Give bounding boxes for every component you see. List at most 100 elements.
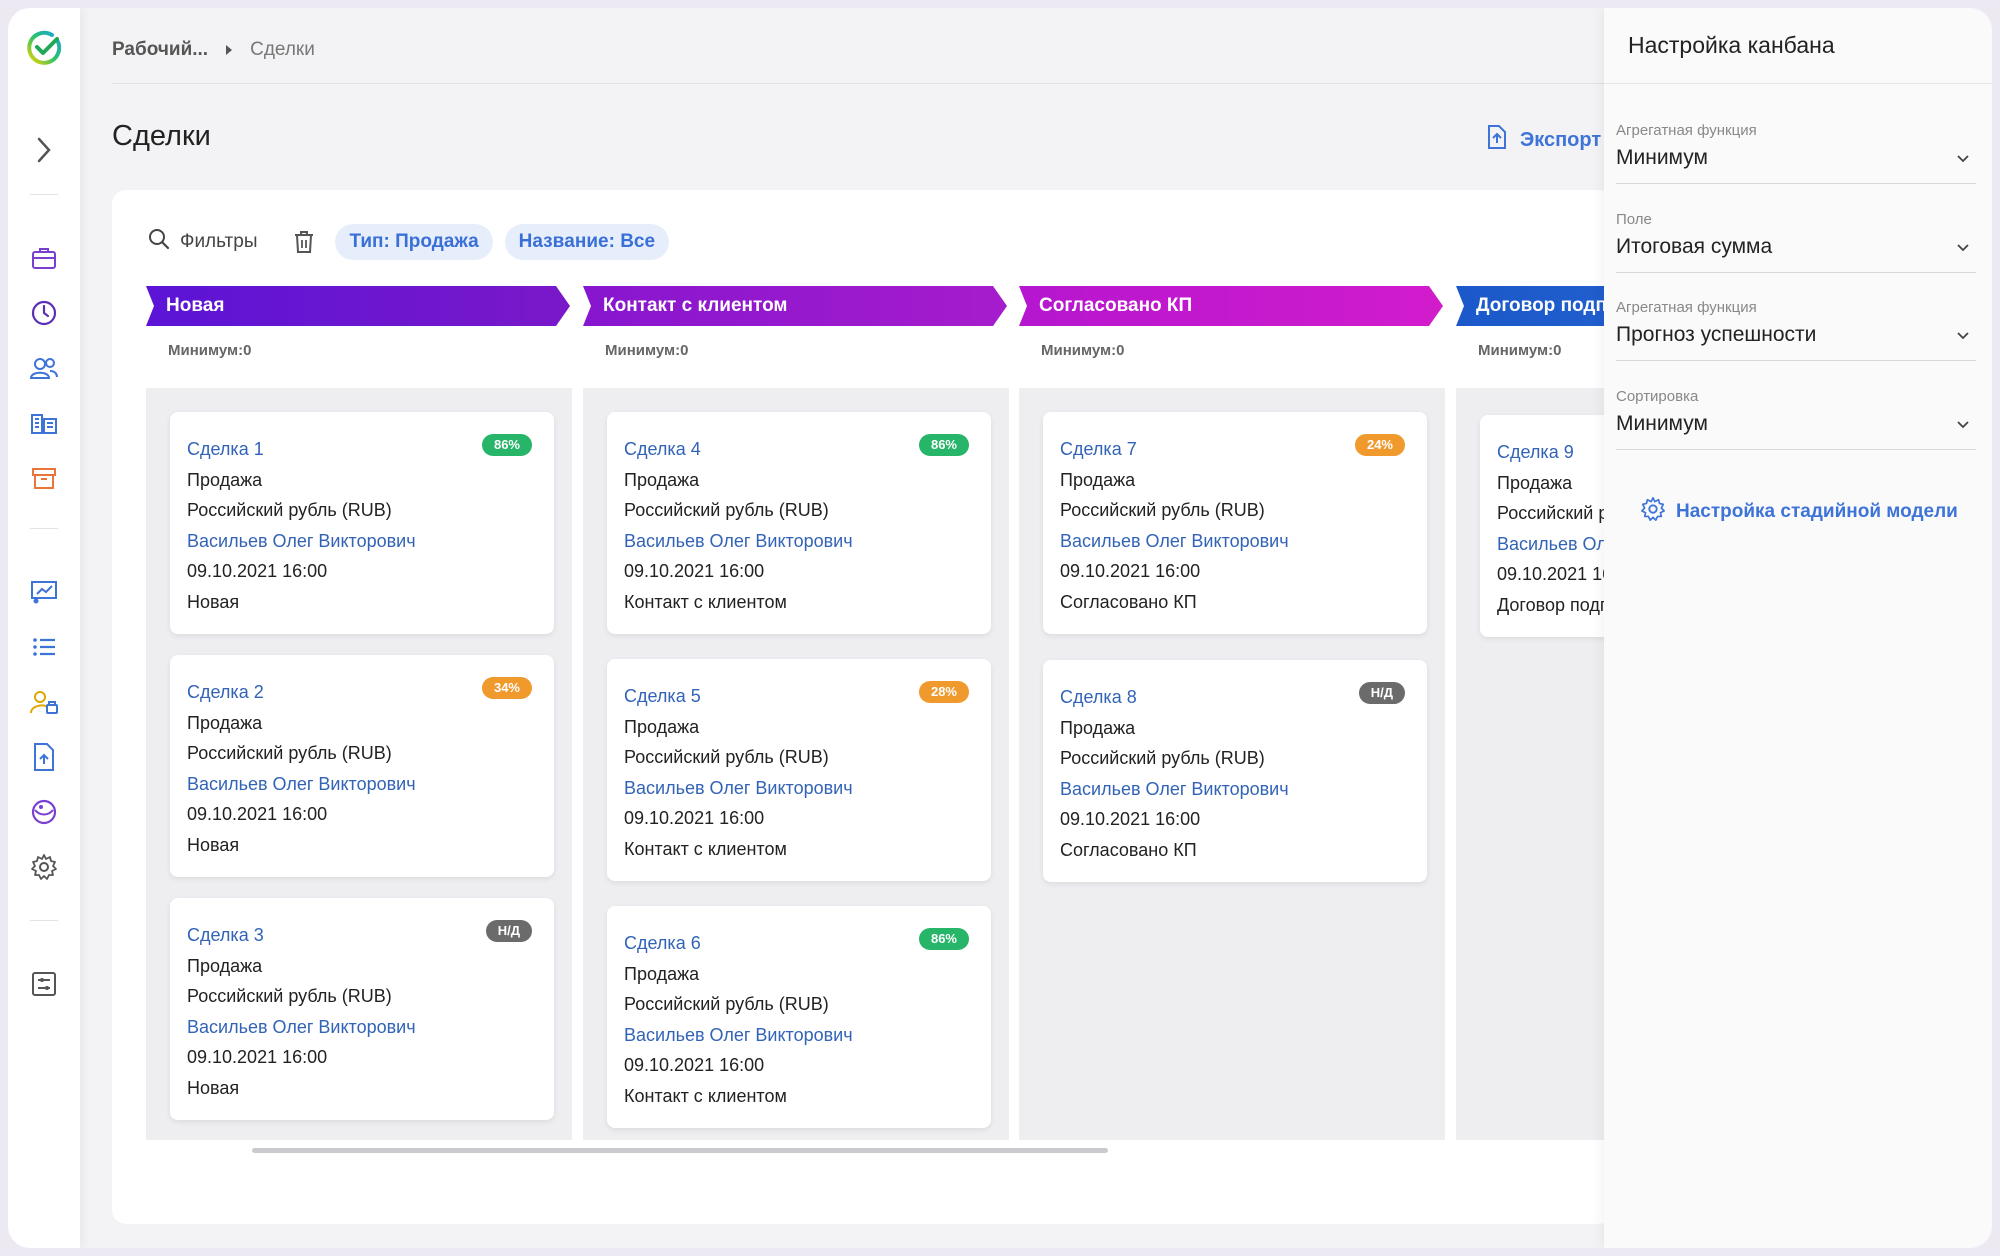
aggregate-function-2-select[interactable]: Агрегатная функция Прогноз успешности (1616, 291, 1976, 361)
deal-owner[interactable]: Васильев Олег Викторович (187, 1016, 416, 1037)
probability-badge: Н/Д (485, 920, 532, 942)
deal-stage: Контакт с клиентом (624, 1085, 787, 1106)
deal-type: Продажа (187, 469, 263, 490)
probability-badge: 34% (481, 677, 532, 699)
chevron-down-icon (1957, 421, 1969, 429)
filter-chip-name[interactable]: Назвaние: Все (504, 224, 670, 260)
stage-aggregate: Минимум:0 (1041, 342, 1125, 359)
deal-card[interactable]: Сделка 2 Продажа Российский рубль (RUB) Вас… (170, 655, 554, 877)
sliders-icon[interactable] (26, 966, 62, 1002)
deal-title[interactable]: Сделка 4 (624, 439, 701, 459)
archive-icon[interactable] (26, 460, 62, 496)
deal-type: Продажа (187, 955, 263, 976)
deal-title[interactable]: Сделка 8 (1060, 687, 1137, 707)
horizontal-scrollbar[interactable] (252, 1148, 1108, 1153)
field-label: Агрегатная функция (1616, 122, 1757, 139)
deal-card[interactable]: Сделка 8 Продажа Российский рубль (RUB) Вас… (1043, 660, 1427, 882)
users-icon[interactable] (26, 350, 62, 386)
buildings-icon[interactable] (26, 405, 62, 441)
deal-owner[interactable]: Васильев Олег Викторович (624, 530, 853, 551)
deal-title[interactable]: Сделка 2 (187, 682, 264, 702)
stage-aggregate: Минимум:0 (605, 342, 689, 359)
deal-currency: Российский рубль (RUB) (624, 747, 829, 767)
sort-select[interactable]: Сортировка Минимум (1616, 380, 1976, 450)
field-value: Итоговая сумма (1616, 235, 1773, 258)
deal-title[interactable]: Сделка 5 (624, 686, 701, 706)
settings-divider (1604, 83, 1992, 84)
presentation-icon[interactable] (26, 574, 62, 610)
stage-header[interactable]: Новая (146, 286, 570, 326)
stage-model-settings-label: Настройка стадийной модели (1676, 501, 1958, 522)
breadcrumb-root[interactable]: Рабочий... (112, 39, 209, 60)
deal-owner[interactable]: Васильев Олег Викторович (624, 1024, 853, 1045)
settings-title: Настройка канбана (1628, 32, 1835, 58)
deal-title[interactable]: Сделка 1 (187, 439, 264, 459)
deal-title[interactable]: Сделка 9 (1497, 442, 1574, 462)
field-label: Поле (1616, 211, 1652, 228)
deal-type: Продажа (1497, 472, 1573, 493)
field-value: Прогноз успешности (1616, 323, 1817, 346)
chevron-right-icon[interactable] (26, 132, 62, 168)
deal-date: 09.10.2021 16:00 (624, 561, 765, 581)
field-select[interactable]: Поле Итоговая сумма (1616, 203, 1976, 273)
clock-icon[interactable] (26, 295, 62, 331)
probability-badge: 86% (918, 434, 969, 456)
globe-icon[interactable] (26, 794, 62, 830)
list-icon[interactable] (26, 629, 62, 665)
filters-label: Фильтры (180, 231, 258, 252)
field-label: Сортировка (1616, 388, 1699, 405)
deal-currency: Российский рубль (RUB) (187, 986, 392, 1006)
field-label: Агрегатная функция (1616, 299, 1757, 316)
deal-date: 09.10.2021 16:00 (1060, 809, 1201, 829)
breadcrumb-separator-icon (226, 45, 233, 55)
export-button[interactable]: Экспорт (1486, 124, 1601, 156)
deal-card[interactable]: Сделка 3 Продажа Российский рубль (RUB) Вас… (170, 898, 554, 1120)
stage-header[interactable]: Контакт с клиентом (583, 286, 1007, 326)
deal-owner[interactable]: Васильев Олег Викторович (624, 777, 853, 798)
user-lock-icon[interactable] (26, 684, 62, 720)
left-rail (8, 8, 80, 1248)
deal-title[interactable]: Сделка 3 (187, 925, 264, 945)
deal-stage: Новая (187, 1077, 240, 1098)
deal-date: 09.10.2021 16:00 (624, 1055, 765, 1075)
aggregate-function-select[interactable]: Агрегатная функция Минимум (1616, 114, 1976, 184)
gear-icon[interactable] (26, 849, 62, 885)
rail-divider (30, 920, 58, 921)
deal-card[interactable]: Сделка 6 Продажа Российский рубль (RUB) Вас… (607, 906, 991, 1128)
deal-date: 09.10.2021 16:00 (624, 808, 765, 828)
app-window: Рабочий... Сделки Сделки Экспорт Фильтры… (8, 8, 1992, 1248)
deal-card[interactable]: Сделка 4 Продажа Российский рубль (RUB) Вас… (607, 412, 991, 634)
deal-card[interactable]: Сделка 1 Продажа Российский рубль (RUB) Вас… (170, 412, 554, 634)
stage-column: Сделка 4 Продажа Российский рубль (RUB) Вас… (583, 388, 1009, 1140)
deal-owner[interactable]: Васильев Олег Викторович (1060, 778, 1289, 799)
deal-title[interactable]: Сделка 7 (1060, 439, 1137, 459)
filter-bar: Фильтры Тип: Продажа Назвaние: Все (148, 222, 681, 262)
deal-date: 09.10.2021 16:00 (1060, 561, 1201, 581)
deal-owner[interactable]: Васильев Олег Викторович (187, 530, 416, 551)
sber-check-logo-icon[interactable] (26, 30, 62, 66)
stage-header[interactable]: Согласовано КП (1019, 286, 1443, 326)
deal-owner[interactable]: Васильев Олег Викторович (187, 773, 416, 794)
stage-model-settings-link[interactable]: Настройка стадийной модели (1640, 496, 1958, 528)
deal-title[interactable]: Сделка 6 (624, 933, 701, 953)
briefcase-icon[interactable] (26, 240, 62, 276)
export-label: Экспорт (1520, 128, 1602, 151)
probability-badge: 86% (918, 928, 969, 950)
chevron-down-icon (1957, 244, 1969, 252)
deal-owner[interactable]: Васильев Олег Викторович (1060, 530, 1289, 551)
deal-card[interactable]: Сделка 5 Продажа Российский рубль (RUB) Вас… (607, 659, 991, 881)
stage-name: Согласовано КП (1039, 295, 1193, 316)
deal-date: 09.10.2021 16:00 (187, 561, 328, 581)
deal-card[interactable]: Сделка 7 Продажа Российский рубль (RUB) Вас… (1043, 412, 1427, 634)
deal-date: 09.10.2021 16:00 (1497, 564, 1638, 584)
file-upload-icon[interactable] (26, 739, 62, 775)
deal-currency: Российский рубль (RUB) (624, 500, 829, 520)
trash-icon[interactable] (293, 230, 315, 254)
rail-divider (30, 528, 58, 529)
deal-type: Продажа (624, 963, 700, 984)
rail-divider (30, 194, 58, 195)
filter-chip-type[interactable]: Тип: Продажа (335, 224, 493, 260)
field-value: Минимум (1616, 412, 1708, 435)
deal-currency: Российский рубль (RUB) (1060, 500, 1265, 520)
filters-button[interactable]: Фильтры (148, 228, 257, 256)
